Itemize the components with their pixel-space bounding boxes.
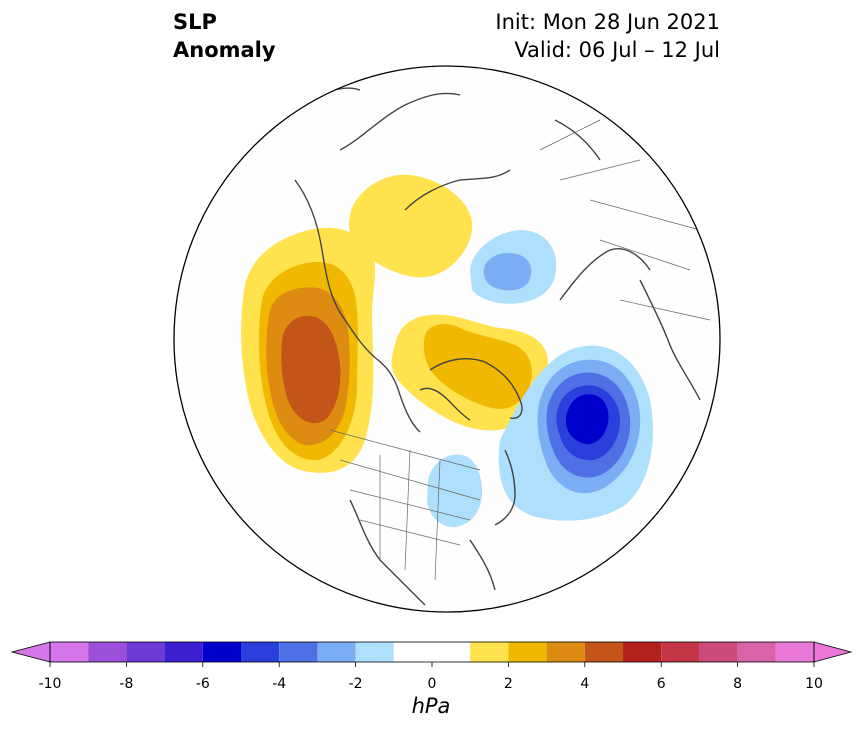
globe-outline: [173, 65, 721, 613]
negative-anomaly-atlantic: [498, 345, 653, 521]
colorbar-tick-label: -10: [38, 676, 62, 692]
colorbar-segment: [584, 642, 623, 662]
valid-range: Valid: 06 Jul – 12 Jul: [514, 38, 720, 62]
colorbar-segment: [699, 642, 738, 662]
negative-anomaly-greatlakes: [427, 454, 482, 528]
colorbar-tick-label: 4: [580, 676, 590, 692]
init-date: Init: Mon 28 Jun 2021: [495, 10, 720, 34]
colorbar-segment: [508, 642, 547, 662]
colorbar-extend-max: [813, 641, 853, 663]
colorbar-segment: [279, 642, 318, 662]
colorbar-tick-label: 8: [733, 676, 743, 692]
borders: [329, 119, 711, 581]
colorbar-unit-label: hPa: [411, 694, 451, 718]
colorbar-tick-label: -4: [272, 676, 287, 692]
colorbar-tick-label: 0: [427, 676, 437, 692]
colorbar-tick-label: 2: [503, 676, 513, 692]
anomaly-field: [241, 87, 711, 606]
positive-anomaly-greenland: [391, 314, 548, 431]
positive-anomaly-pacific: [241, 227, 376, 473]
colorbar-segment: [88, 642, 127, 662]
colorbar-segment: [317, 642, 356, 662]
colorbar-segment: [355, 642, 394, 662]
colorbar-segment: [202, 642, 241, 662]
chart-title: SLP Anomaly: [173, 8, 276, 64]
colorbar-segment: [126, 642, 165, 662]
colorbar-extend-min: [10, 641, 51, 663]
positive-anomaly-siberia: [349, 174, 473, 278]
title-line-1: SLP: [173, 10, 217, 34]
colorbar-segment: [470, 642, 509, 662]
colorbar-segment: [50, 642, 89, 662]
colorbar: [10, 641, 853, 667]
colorbar-segment: [661, 642, 700, 662]
colorbar-tick-label: -6: [195, 676, 210, 692]
date-info: Init: Mon 28 Jun 2021 Valid: 06 Jul – 12…: [495, 8, 720, 64]
colorbar-segment: [775, 642, 814, 662]
colorbar-segment: [164, 642, 203, 662]
colorbar-segment: [623, 642, 662, 662]
colorbar-tick-label: 10: [805, 676, 823, 692]
negative-anomaly-scandinavia: [470, 230, 557, 304]
colorbar-segment: [241, 642, 280, 662]
colorbar-segment: [737, 642, 776, 662]
title-line-2: Anomaly: [173, 38, 276, 62]
colorbar-tick-label: 6: [656, 676, 666, 692]
colorbar-segment: [546, 642, 585, 662]
colorbar-segment: [393, 642, 471, 662]
colorbar-tick-label: -8: [119, 676, 134, 692]
coastlines: [294, 87, 701, 606]
colorbar-tick-label: -2: [348, 676, 363, 692]
